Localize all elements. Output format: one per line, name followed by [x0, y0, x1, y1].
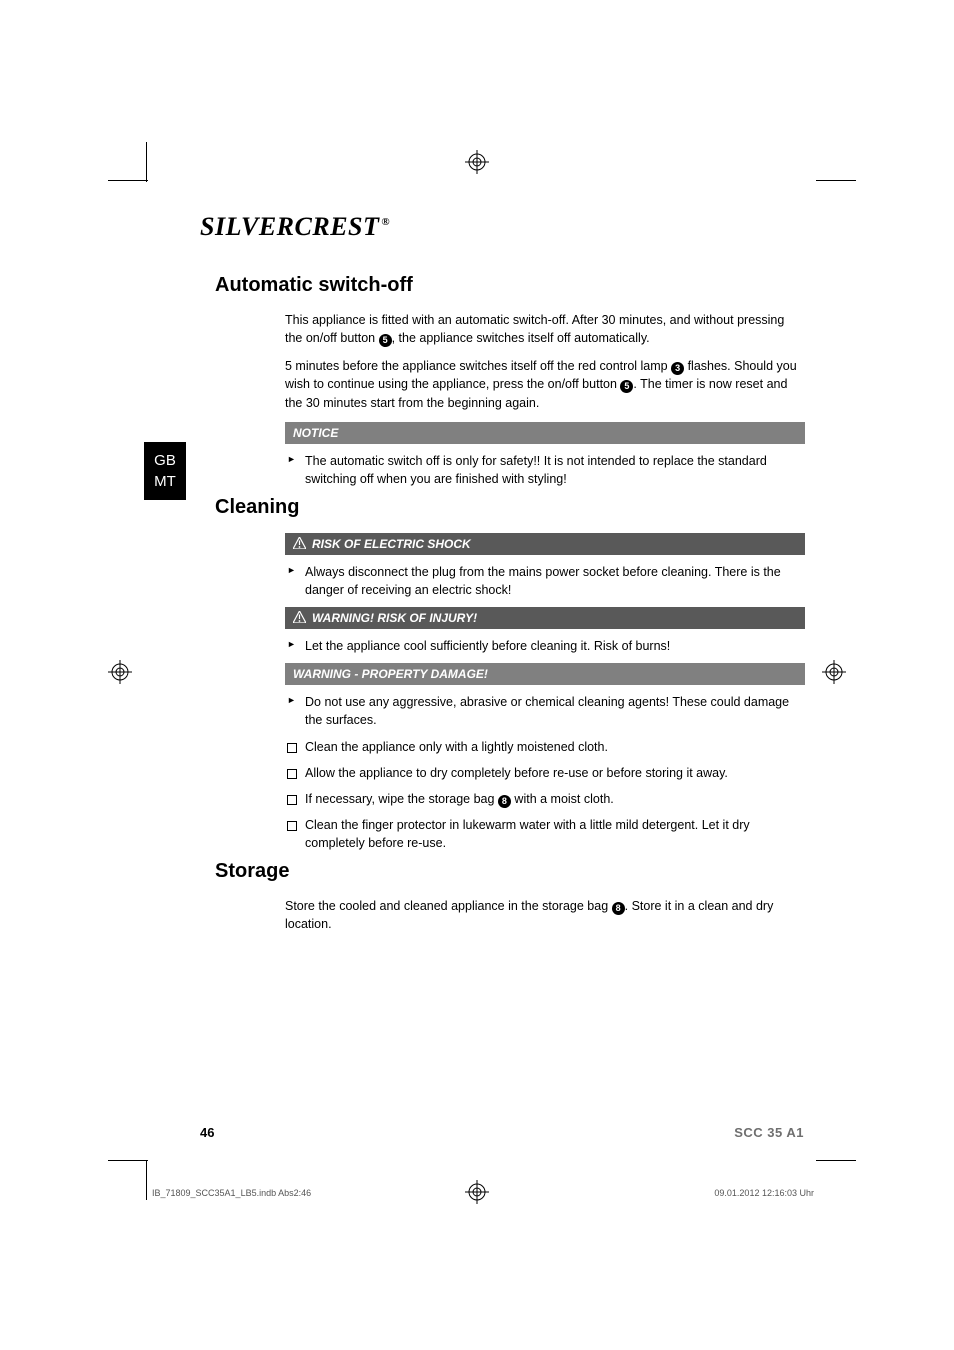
warning-damage-bar: WARNING - PROPERTY DAMAGE!	[285, 663, 805, 685]
shock-item: Always disconnect the plug from the main…	[285, 563, 805, 599]
indb-filename: IB_71809_SCC35A1_LB5.indb Abs2:46	[152, 1188, 311, 1198]
warning-damage-label: WARNING - PROPERTY DAMAGE!	[293, 667, 488, 681]
print-timestamp: 09.01.2012 12:16:03 Uhr	[714, 1188, 814, 1198]
cleaning-step-4: Clean the finger protector in lukewarm w…	[285, 816, 805, 852]
crop-mark-icon	[816, 1160, 856, 1161]
cleaning-steps: Clean the appliance only with a lightly …	[285, 738, 805, 853]
warning-triangle-icon	[293, 611, 306, 623]
crop-mark-icon	[146, 142, 147, 182]
language-tab: GB MT	[144, 442, 186, 500]
brand-reg-mark: ®	[381, 216, 390, 228]
ref-icon-8: 8	[498, 795, 511, 808]
brand-logo: SILVERCREST®	[200, 212, 390, 242]
model-number: SCC 35 A1	[734, 1125, 804, 1140]
notice-item: The automatic switch off is only for saf…	[285, 452, 805, 488]
warning-injury-bar: WARNING! RISK OF INJURY!	[285, 607, 805, 629]
shock-list: Always disconnect the plug from the main…	[285, 563, 805, 599]
ref-icon-5: 5	[379, 334, 392, 347]
lang-line-2: MT	[154, 471, 176, 492]
cleaning-step-3: If necessary, wipe the storage bag 8 wit…	[285, 790, 805, 808]
registration-mark-top-icon	[465, 150, 489, 174]
notice-bar: NOTICE	[285, 422, 805, 444]
heading-cleaning: Cleaning	[215, 496, 805, 519]
warning-triangle-icon	[293, 537, 306, 549]
notice-list: The automatic switch off is only for saf…	[285, 452, 805, 488]
warning-shock-label: RISK OF ELECTRIC SHOCK	[312, 537, 471, 551]
brand-name: SILVERCREST	[200, 212, 379, 241]
warning-injury-label: WARNING! RISK OF INJURY!	[312, 611, 477, 625]
warning-shock-bar: RISK OF ELECTRIC SHOCK	[285, 533, 805, 555]
damage-list: Do not use any aggressive, abrasive or c…	[285, 693, 805, 729]
storage-paragraph: Store the cooled and cleaned appliance i…	[285, 897, 805, 933]
crop-mark-icon	[108, 1160, 148, 1161]
cleaning-step-2: Allow the appliance to dry completely be…	[285, 764, 805, 782]
auto-off-paragraph-2: 5 minutes before the appliance switches …	[285, 357, 805, 411]
lang-line-1: GB	[154, 450, 176, 471]
ref-icon-8: 8	[612, 902, 625, 915]
injury-list: Let the appliance cool sufficiently befo…	[285, 637, 805, 655]
ref-icon-5: 5	[620, 380, 633, 393]
cleaning-step-1: Clean the appliance only with a lightly …	[285, 738, 805, 756]
registration-mark-right-icon	[822, 660, 846, 684]
notice-label: NOTICE	[293, 426, 338, 440]
registration-mark-left-icon	[108, 660, 132, 684]
injury-item: Let the appliance cool sufficiently befo…	[285, 637, 805, 655]
heading-automatic-switch-off: Automatic switch-off	[215, 274, 805, 297]
crop-mark-icon	[146, 1160, 147, 1200]
auto-off-paragraph-1: This appliance is fitted with an automat…	[285, 311, 805, 347]
registration-mark-bottom-icon	[465, 1180, 489, 1204]
content-area: Automatic switch-off This appliance is f…	[215, 270, 805, 943]
ref-icon-3: 3	[671, 362, 684, 375]
crop-mark-icon	[108, 180, 148, 181]
page-number: 46	[200, 1125, 214, 1140]
crop-mark-icon	[816, 180, 856, 181]
damage-item: Do not use any aggressive, abrasive or c…	[285, 693, 805, 729]
heading-storage: Storage	[215, 860, 805, 883]
page: SILVERCREST® GB MT Automatic switch-off …	[0, 0, 954, 1350]
